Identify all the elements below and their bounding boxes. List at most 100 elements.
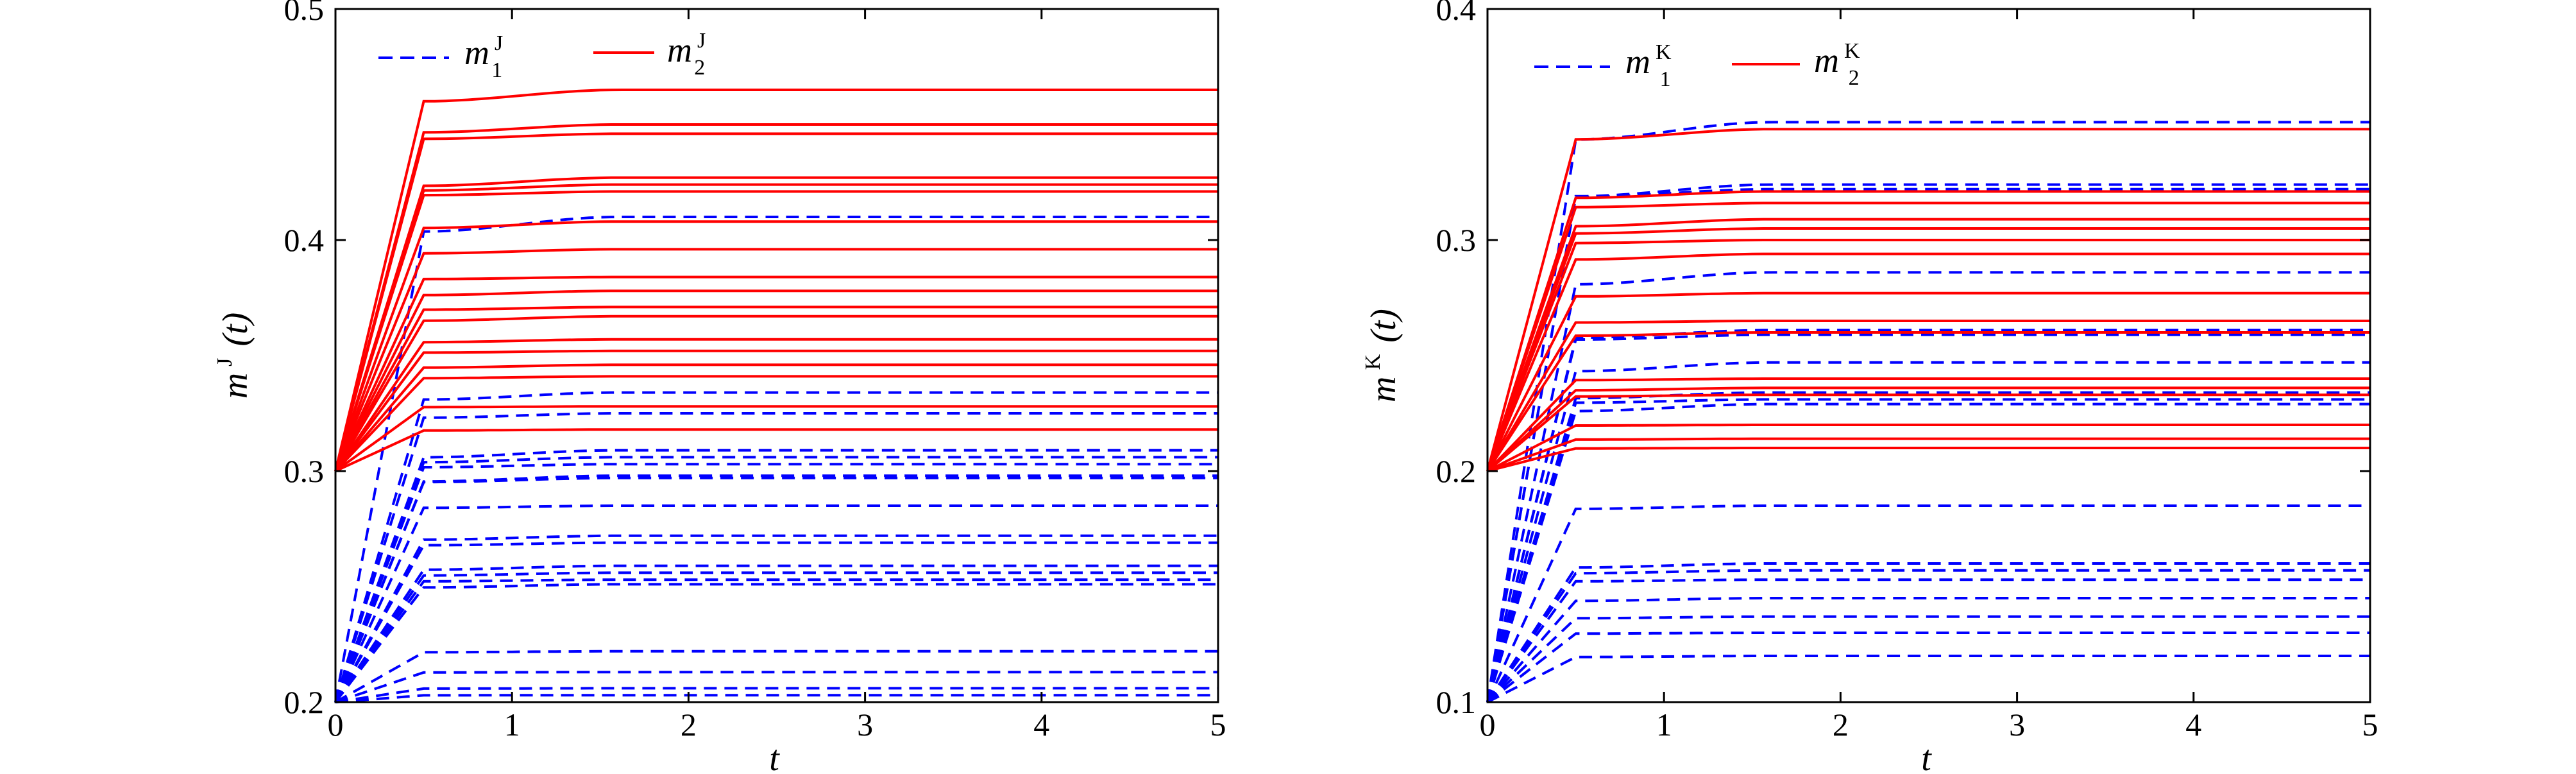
series-layer <box>334 89 1218 703</box>
x-axis-label: t <box>1921 739 1932 774</box>
series-line-m2 <box>335 428 1218 472</box>
chart-panel-mK: 0 1 2 3 4 5 0.1 0.2 0.3 0.4 m K 1 m K 2 t m K (t) <box>1361 0 2378 774</box>
x-tick-label: 4 <box>2185 707 2201 743</box>
series-line-m2 <box>334 349 1218 472</box>
legend-label-m1: m K 1 <box>1625 40 1674 91</box>
legend: m K 1 m K 2 <box>1534 39 1863 91</box>
y-tick-label: 0.3 <box>1436 222 1477 258</box>
series-line-m1 <box>335 687 1218 703</box>
chart-panel-mJ: 0 1 2 3 4 5 0.2 0.3 0.4 0.5 m J 1 m J 2 t m J (t) <box>213 0 1226 774</box>
series-line-m1 <box>1486 569 2370 703</box>
legend-label-m2: m J 2 <box>667 29 708 80</box>
y-tick-label: 0.2 <box>1436 453 1477 489</box>
series-line-m1 <box>334 534 1218 703</box>
x-tick-label: 2 <box>681 707 697 743</box>
series-line-m1 <box>1486 597 2370 703</box>
x-tick-label: 5 <box>1210 707 1226 743</box>
x-axis-label: t <box>769 739 780 774</box>
series-line-m2 <box>1486 377 2370 472</box>
series-line-m1 <box>334 216 1218 703</box>
series-line-m2 <box>334 305 1218 472</box>
series-line-m1 <box>1486 333 2370 703</box>
series-line-m2 <box>334 338 1218 472</box>
series-line-m1 <box>335 649 1218 703</box>
series-line-m2 <box>1487 447 2370 472</box>
legend-label-m1: m J 1 <box>464 31 505 82</box>
series-line-m2 <box>334 405 1218 472</box>
series-line-m2 <box>334 220 1218 472</box>
series-line-m1 <box>334 583 1218 703</box>
x-tick-label: 0 <box>328 707 344 743</box>
series-line-m2 <box>334 123 1218 472</box>
series-line-m1 <box>334 541 1218 703</box>
series-line-m2 <box>334 248 1218 472</box>
series-line-m2 <box>334 363 1218 472</box>
plot-frame <box>334 8 1219 703</box>
series-line-m1 <box>1486 398 2370 703</box>
series-line-m1 <box>1486 504 2370 703</box>
x-tick-label: 5 <box>2362 707 2378 743</box>
series-line-m2 <box>1486 239 2370 472</box>
series-line-m2 <box>334 132 1218 472</box>
series-line-m1 <box>1486 632 2370 703</box>
series-line-m1 <box>1486 187 2370 703</box>
series-line-m1 <box>334 463 1218 703</box>
series-line-m2 <box>1486 227 2370 472</box>
series-line-m2 <box>1486 291 2370 472</box>
series-line-m2 <box>1486 128 2370 472</box>
series-line-m1 <box>1486 615 2370 703</box>
series-line-m2 <box>1486 252 2370 472</box>
series-line-m1 <box>335 694 1218 703</box>
y-axis-label: m J (t) <box>213 313 255 399</box>
series-line-m1 <box>335 671 1218 703</box>
series-line-m2 <box>334 176 1218 472</box>
series-line-m2 <box>334 289 1218 472</box>
series-line-m2 <box>334 375 1218 472</box>
series-line-m1 <box>334 564 1218 703</box>
series-line-m1 <box>334 456 1218 703</box>
series-line-m1 <box>334 391 1218 703</box>
y-axis-label: m K (t) <box>1361 309 1403 402</box>
series-line-m1 <box>1486 183 2370 703</box>
x-tick-label: 1 <box>1656 707 1672 743</box>
x-tick-label: 3 <box>857 707 873 743</box>
series-line-m2 <box>1486 393 2370 472</box>
y-tick-label: 0.2 <box>284 684 325 720</box>
series-line-m2 <box>1487 424 2370 472</box>
series-line-m1 <box>334 412 1218 703</box>
series-line-m2 <box>1486 320 2370 472</box>
y-tick-label: 0.1 <box>1436 684 1477 720</box>
series-line-m1 <box>334 449 1218 703</box>
x-tick-label: 2 <box>1833 707 1849 743</box>
series-line-m2 <box>334 314 1218 472</box>
series-line-m1 <box>334 504 1218 703</box>
series-line-m1 <box>1486 121 2370 703</box>
y-tick-label: 0.5 <box>284 0 325 27</box>
y-tick-label: 0.4 <box>1436 0 1477 27</box>
series-line-m2 <box>1486 190 2370 472</box>
series-line-m2 <box>334 183 1218 472</box>
series-line-m2 <box>1486 331 2370 472</box>
legend-label-m2: m K 2 <box>1814 39 1863 90</box>
series-line-m1 <box>334 476 1218 703</box>
series-line-m1 <box>1486 361 2370 703</box>
x-tick-label: 1 <box>504 707 520 743</box>
series-line-m1 <box>1486 402 2370 703</box>
series-line-m2 <box>1486 386 2370 472</box>
y-tick-label: 0.3 <box>284 453 325 489</box>
series-line-m2 <box>1487 437 2370 472</box>
series-line-m1 <box>1486 578 2370 703</box>
series-line-m1 <box>1486 271 2370 703</box>
series-layer <box>1486 121 2370 703</box>
series-line-m1 <box>334 578 1218 703</box>
series-line-m2 <box>334 89 1218 472</box>
x-tick-label: 4 <box>1033 707 1049 743</box>
plot-frame <box>1486 8 2371 703</box>
legend: m J 1 m J 2 <box>378 29 708 82</box>
tick-layer: 0 1 2 3 4 5 0.1 0.2 0.3 0.4 <box>1436 0 2378 743</box>
series-line-m1 <box>1487 655 2370 703</box>
x-tick-label: 3 <box>2009 707 2025 743</box>
series-line-m2 <box>334 275 1218 472</box>
series-line-m2 <box>1486 218 2370 472</box>
